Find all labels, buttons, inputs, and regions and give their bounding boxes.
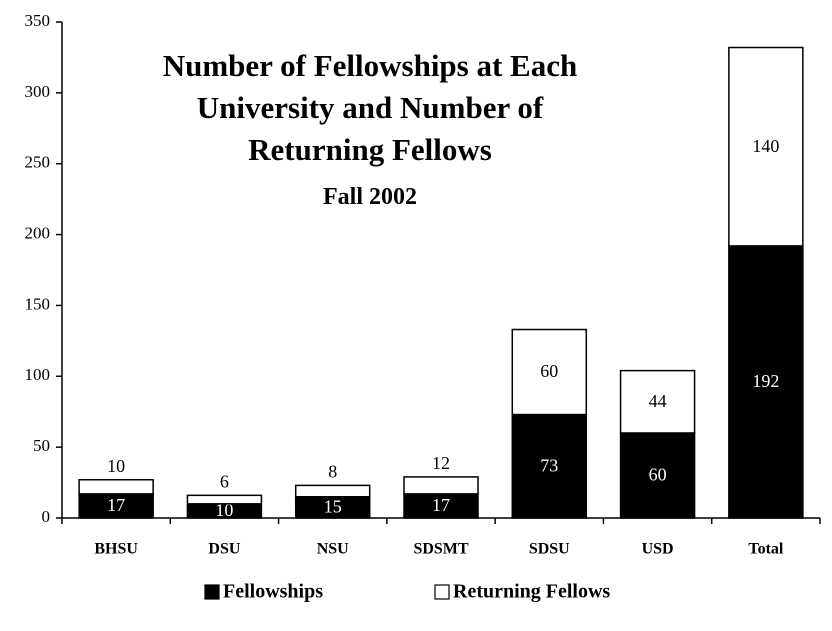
bar-segment <box>728 46 804 247</box>
chart-subtitle: Fall 2002 <box>323 184 417 210</box>
y-tick-label: 150 <box>25 294 51 313</box>
data-label: 73 <box>540 455 558 475</box>
x-tick-label: BHSU <box>94 541 138 558</box>
data-label: 140 <box>752 136 779 156</box>
legend-label: Returning Fellows <box>453 581 610 603</box>
data-label: 60 <box>540 361 558 381</box>
data-label: 44 <box>649 391 667 411</box>
legend-label: Fellowships <box>223 581 323 603</box>
chart-title: Number of Fellowships at Each University… <box>162 48 578 167</box>
data-label: 17 <box>432 495 450 515</box>
data-label: 10 <box>107 456 125 476</box>
bar-segment <box>728 245 804 519</box>
bar-segment <box>619 432 696 519</box>
bar-segment <box>78 493 154 519</box>
data-label: 8 <box>328 462 337 482</box>
data-label: 10 <box>215 500 233 520</box>
data-label: 12 <box>432 453 450 473</box>
bar-segment <box>403 476 479 495</box>
y-tick-label: 350 <box>25 11 51 30</box>
x-tick-label: Total <box>748 541 784 558</box>
bar-segment <box>78 478 154 495</box>
bar-segment <box>403 493 479 519</box>
bar-segment <box>294 484 371 498</box>
y-tick-label: 50 <box>33 436 50 455</box>
legend-swatch <box>204 584 220 600</box>
y-tick-label: 200 <box>25 223 51 242</box>
x-tick-label: SDSU <box>529 541 570 558</box>
bar-segment <box>511 328 588 416</box>
y-tick-label: 100 <box>25 365 51 384</box>
y-tick-label: 250 <box>25 153 51 172</box>
y-tick-label: 300 <box>25 82 51 101</box>
data-label: 17 <box>107 495 125 515</box>
legend-swatch <box>434 584 450 600</box>
bar-segment <box>186 494 263 505</box>
data-label: 192 <box>752 371 779 391</box>
x-tick-label: DSU <box>208 541 240 558</box>
x-tick-label: NSU <box>317 541 349 558</box>
data-label: 15 <box>324 496 342 516</box>
data-label: 60 <box>649 465 667 485</box>
y-tick-label: 0 <box>42 507 51 526</box>
x-tick-label: SDSMT <box>413 541 468 558</box>
bar-segment <box>619 369 696 434</box>
x-tick-label: USD <box>642 541 674 558</box>
data-label: 6 <box>220 471 229 491</box>
